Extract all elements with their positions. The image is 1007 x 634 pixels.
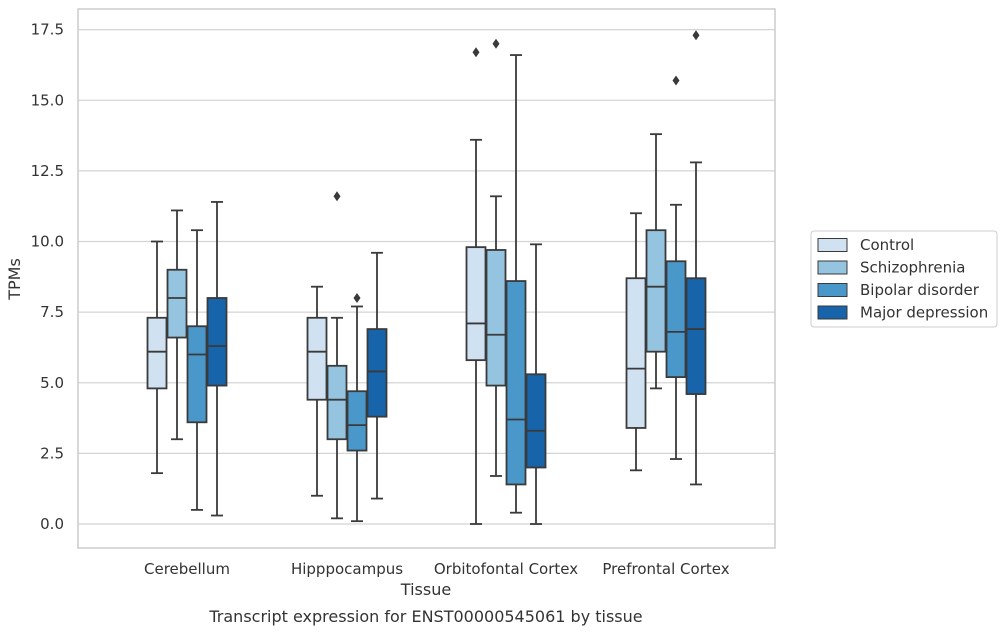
box-iqr xyxy=(645,229,667,353)
y-tick-label: 2.5 xyxy=(40,444,64,462)
x-tick-label: Orbitofontal Cortex xyxy=(434,560,578,578)
y-tick-label: 12.5 xyxy=(31,162,64,180)
box-iqr xyxy=(665,260,687,378)
box-iqr xyxy=(465,246,487,362)
y-tick-label: 5.0 xyxy=(40,374,64,392)
legend-label: Control xyxy=(860,236,914,254)
x-axis-title: Tissue xyxy=(400,580,451,599)
y-tick-label: 10.0 xyxy=(31,233,64,251)
outlier-point xyxy=(353,293,361,303)
y-tick-label: 17.5 xyxy=(31,21,64,39)
legend-frame xyxy=(810,230,998,328)
box-iqr xyxy=(166,268,188,339)
box-iqr xyxy=(525,373,547,469)
chart-caption: Transcript expression for ENST0000054506… xyxy=(208,607,642,626)
box-iqr xyxy=(306,316,328,401)
y-tick-label: 0.0 xyxy=(40,515,64,533)
outlier-point xyxy=(672,75,680,86)
outlier-point xyxy=(333,191,341,202)
box-iqr xyxy=(146,316,168,390)
legend-swatch xyxy=(817,238,848,252)
x-tick-label: Hipppocampus xyxy=(291,560,403,578)
legend-label: Bipolar disorder xyxy=(860,281,980,299)
legend-label: Major depression xyxy=(860,304,988,322)
box-series xyxy=(146,30,707,525)
plot-frame xyxy=(77,8,776,549)
box-iqr xyxy=(346,390,368,452)
box-iqr xyxy=(685,277,707,395)
legend-swatch xyxy=(817,260,848,275)
outlier-point xyxy=(692,30,700,41)
y-tick-labels: 0.0 2.5 5.0 7.5 10.0 12.5 15.0 17.5 xyxy=(31,21,64,533)
box-iqr xyxy=(326,364,348,441)
legend-swatch xyxy=(817,305,848,320)
box-iqr xyxy=(186,325,208,424)
box-iqr xyxy=(206,297,228,387)
legend-label: Schizophrenia xyxy=(860,259,965,277)
y-tick-label: 15.0 xyxy=(31,91,64,109)
legend-swatch xyxy=(817,283,848,297)
y-axis-title: TPMs xyxy=(5,258,24,301)
legend: Control Schizophrenia Bipolar disorder Majo… xyxy=(810,230,998,328)
box-iqr xyxy=(485,249,507,387)
box-iqr xyxy=(505,280,527,486)
outlier-point xyxy=(472,47,480,58)
box-iqr xyxy=(366,328,388,418)
x-tick-label: Cerebellum xyxy=(144,560,230,578)
box-iqr xyxy=(625,277,647,429)
outlier-point xyxy=(492,38,500,49)
x-tick-labels: Cerebellum Hipppocampus Orbitofontal Corte… xyxy=(144,560,730,578)
y-tick-label: 7.5 xyxy=(40,303,64,321)
x-tick-label: Prefrontal Cortex xyxy=(602,560,729,578)
